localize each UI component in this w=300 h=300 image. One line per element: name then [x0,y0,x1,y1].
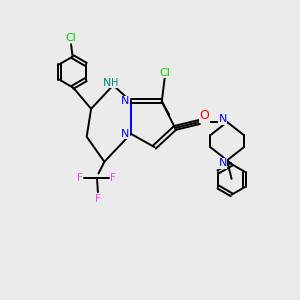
Text: Cl: Cl [66,32,76,43]
Text: F: F [110,173,116,183]
Text: Cl: Cl [159,68,170,78]
Text: N: N [218,158,227,168]
Text: H: H [111,78,118,88]
Text: N: N [121,129,129,139]
Text: N: N [122,96,130,106]
Text: O: O [200,109,209,122]
Text: F: F [77,173,83,183]
Text: N: N [218,114,227,124]
Text: N: N [103,78,111,88]
Text: F: F [95,194,101,204]
